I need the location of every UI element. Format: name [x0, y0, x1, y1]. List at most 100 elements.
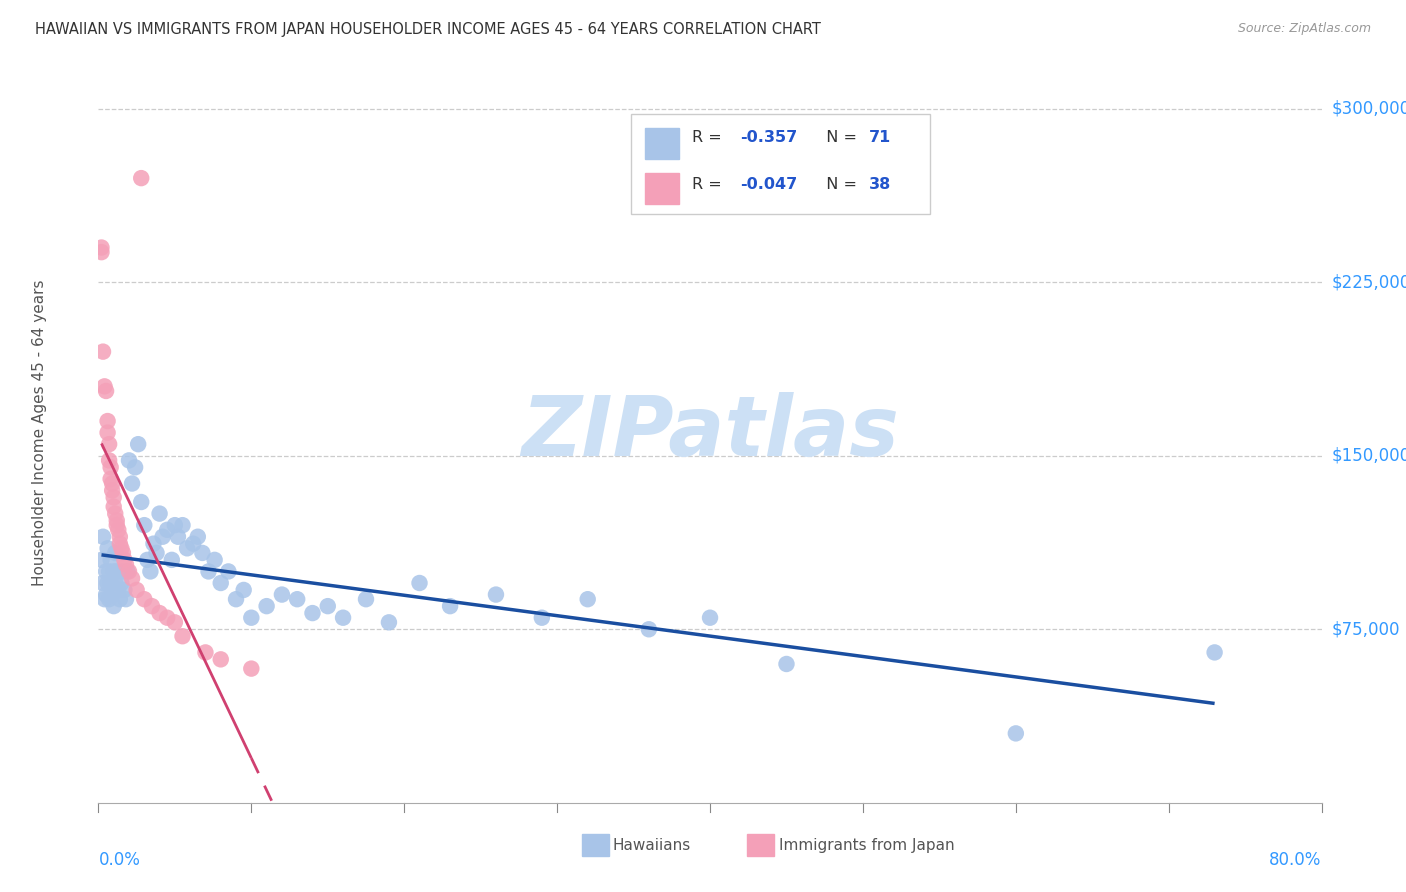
Point	[149, 606, 172, 620]
Point	[98, 592, 121, 607]
Point	[97, 414, 120, 428]
Point	[136, 553, 159, 567]
Point	[108, 537, 131, 551]
Point	[105, 565, 128, 579]
Point	[576, 592, 599, 607]
Point	[256, 599, 278, 614]
Point	[115, 592, 138, 607]
Point	[100, 553, 122, 567]
Point	[103, 599, 125, 614]
Point	[354, 592, 377, 607]
Point	[105, 518, 128, 533]
Point	[118, 453, 141, 467]
Point	[181, 537, 204, 551]
Point	[301, 606, 323, 620]
Point	[129, 495, 152, 509]
Point	[98, 453, 121, 467]
Point	[194, 645, 217, 659]
Point	[107, 523, 129, 537]
Point	[100, 472, 122, 486]
Point	[93, 379, 115, 393]
Point	[145, 546, 167, 560]
Point	[97, 425, 120, 440]
Point	[90, 240, 112, 255]
Point	[176, 541, 198, 556]
Text: 38: 38	[869, 177, 891, 192]
Point	[111, 546, 134, 560]
Point	[232, 582, 254, 597]
Point	[115, 558, 138, 572]
Text: N =: N =	[817, 129, 862, 145]
Point	[156, 611, 179, 625]
Text: 0.0%: 0.0%	[98, 851, 141, 869]
Point	[101, 483, 124, 498]
Point	[117, 565, 139, 579]
Point	[160, 553, 183, 567]
Point	[110, 541, 132, 556]
Bar	[582, 834, 609, 856]
Point	[101, 476, 124, 491]
Point	[139, 565, 162, 579]
Point	[149, 507, 172, 521]
Point	[94, 565, 117, 579]
Point	[118, 565, 141, 579]
Point	[240, 662, 263, 676]
Point	[121, 571, 143, 585]
Text: $150,000: $150,000	[1331, 447, 1406, 465]
Point	[637, 622, 661, 636]
Point	[270, 588, 292, 602]
Point	[107, 582, 129, 597]
Text: Source: ZipAtlas.com: Source: ZipAtlas.com	[1237, 22, 1371, 36]
Point	[167, 530, 190, 544]
Text: N =: N =	[817, 177, 862, 192]
Point	[209, 576, 232, 591]
Point	[439, 599, 461, 614]
Bar	[747, 834, 773, 856]
Point	[124, 460, 146, 475]
Point	[530, 611, 553, 625]
Text: $300,000: $300,000	[1331, 100, 1406, 118]
Point	[316, 599, 339, 614]
Point	[134, 592, 156, 607]
Point	[104, 576, 127, 591]
Point	[91, 530, 114, 544]
Point	[142, 537, 165, 551]
Point	[187, 530, 209, 544]
Point	[134, 518, 156, 533]
Text: 71: 71	[869, 129, 891, 145]
Point	[101, 588, 124, 602]
Text: ZIPatlas: ZIPatlas	[522, 392, 898, 473]
Point	[98, 565, 121, 579]
Point	[112, 582, 135, 597]
Point	[104, 507, 127, 521]
FancyBboxPatch shape	[630, 114, 931, 214]
Point	[125, 582, 148, 597]
Text: Immigrants from Japan: Immigrants from Japan	[779, 838, 955, 853]
Point	[141, 599, 163, 614]
Point	[100, 460, 122, 475]
Point	[110, 576, 132, 591]
Point	[204, 553, 226, 567]
Text: $75,000: $75,000	[1331, 620, 1400, 639]
Point	[91, 344, 114, 359]
Point	[112, 553, 135, 567]
Point	[90, 245, 112, 260]
Point	[103, 491, 125, 505]
Point	[285, 592, 308, 607]
Text: -0.357: -0.357	[741, 129, 797, 145]
Point	[163, 615, 186, 630]
Point	[408, 576, 430, 591]
Point	[129, 171, 152, 186]
Point	[378, 615, 401, 630]
Text: R =: R =	[692, 129, 727, 145]
Text: -0.047: -0.047	[741, 177, 797, 192]
Point	[111, 565, 134, 579]
Point	[97, 541, 120, 556]
Point	[108, 530, 131, 544]
Point	[91, 576, 114, 591]
Point	[240, 611, 263, 625]
Point	[699, 611, 721, 625]
Point	[156, 523, 179, 537]
Point	[97, 576, 120, 591]
Bar	[645, 173, 679, 204]
